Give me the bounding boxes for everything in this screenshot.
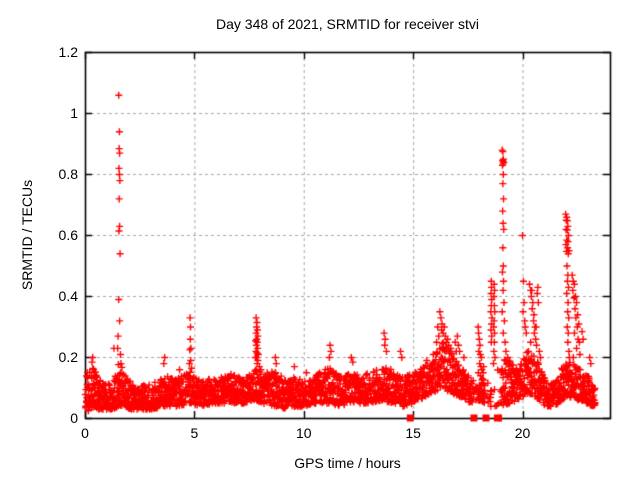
x-tick-label: 0 xyxy=(81,425,89,441)
x-tick-label: 10 xyxy=(295,425,312,441)
chart-title: Day 348 of 2021, SRMTID for receiver stv… xyxy=(216,16,479,32)
y-tick-label: 1 xyxy=(70,105,78,121)
x-tick-label: 5 xyxy=(190,425,199,441)
y-tick-label: 0.6 xyxy=(58,227,78,243)
y-tick-label: 1.2 xyxy=(58,44,78,60)
y-tick-label: 0.2 xyxy=(58,349,78,365)
y-tick-label: 0 xyxy=(70,410,78,426)
x-tick-label: 15 xyxy=(405,425,421,441)
x-tick-label: 20 xyxy=(514,425,531,441)
y-tick-label: 0.4 xyxy=(58,288,78,304)
y-tick-label: 0.8 xyxy=(58,166,78,182)
x-axis-label: GPS time / hours xyxy=(294,455,401,471)
